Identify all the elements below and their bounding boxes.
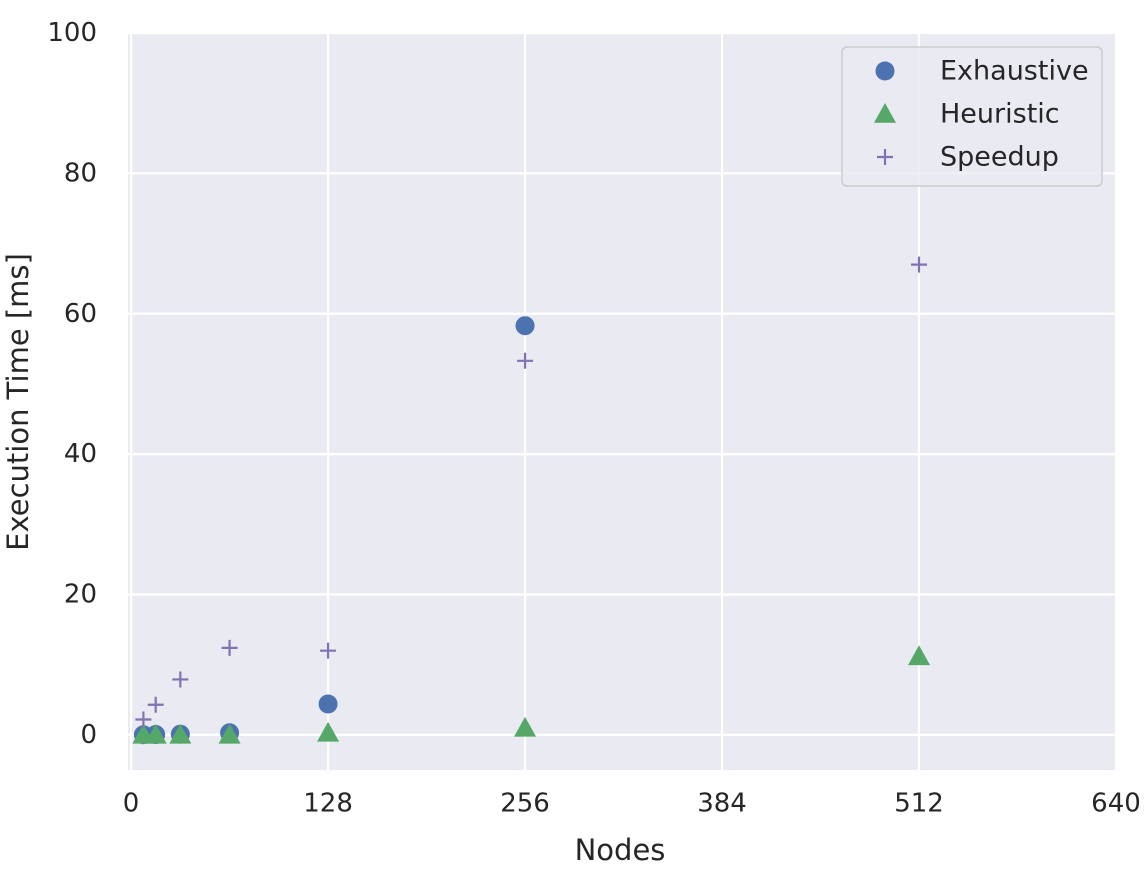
x-tick-label: 128 (303, 788, 353, 818)
data-point-exhaustive (318, 694, 338, 714)
legend: Exhaustive Heuristic Speedup (841, 46, 1103, 187)
x-tick-label: 256 (500, 788, 550, 818)
x-tick-label: 640 (1091, 788, 1141, 818)
data-point-speedup (147, 696, 164, 713)
legend-label: Exhaustive (940, 56, 1089, 87)
legend-label: Heuristic (940, 99, 1060, 130)
data-point-speedup (320, 642, 337, 659)
data-point-heuristic (169, 723, 192, 744)
y-tick-label: 80 (64, 158, 97, 188)
tick-labels: 0 128 256 384 512 640 0 20 40 60 80 100 (47, 18, 1140, 818)
data-point-heuristic (218, 723, 241, 744)
data-point-speedup (135, 711, 152, 728)
y-tick-label: 20 (64, 580, 97, 610)
data-point-heuristic (908, 645, 931, 666)
y-tick-label: 40 (64, 439, 97, 469)
data-point-speedup (172, 671, 189, 688)
x-axis-label: Nodes (575, 833, 666, 867)
legend-marker-exhaustive (875, 61, 895, 81)
x-tick-label: 0 (123, 788, 140, 818)
legend-box (841, 46, 1103, 187)
data-points (132, 256, 931, 745)
legend-marker-heuristic (874, 103, 896, 123)
legend-marker-speedup (877, 149, 893, 165)
data-point-heuristic (144, 723, 167, 744)
y-tick-label: 0 (80, 720, 97, 750)
y-tick-label: 60 (64, 299, 97, 329)
data-point-speedup (221, 639, 238, 656)
legend-label: Speedup (940, 142, 1059, 173)
data-point-speedup (517, 352, 534, 369)
data-point-speedup (911, 256, 928, 273)
data-point-heuristic (317, 721, 340, 742)
y-axis-label: Execution Time [ms] (1, 253, 35, 551)
x-tick-label: 384 (697, 788, 747, 818)
y-tick-label: 100 (47, 18, 97, 48)
data-point-heuristic (514, 716, 537, 737)
data-point-exhaustive (515, 316, 535, 336)
x-tick-label: 512 (894, 788, 944, 818)
